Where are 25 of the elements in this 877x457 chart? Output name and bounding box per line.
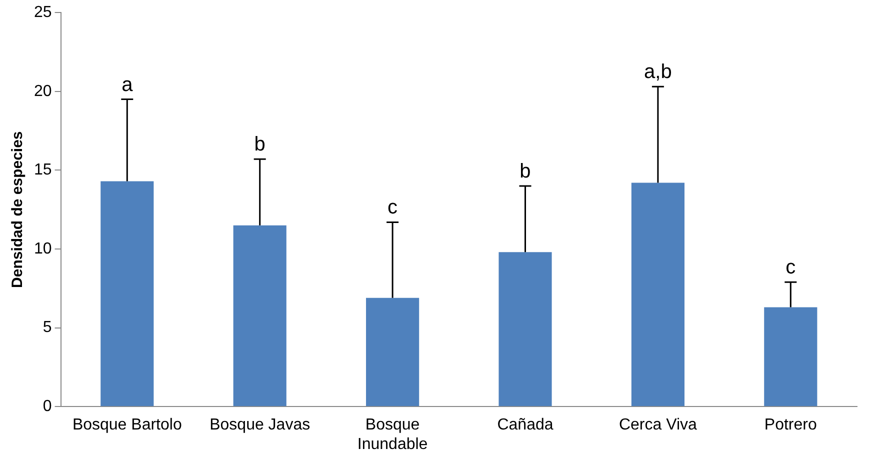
y-tick-label: 0 (42, 398, 52, 416)
y-tick-label: 25 (34, 4, 52, 22)
y-tick-label: 5 (42, 319, 52, 336)
annotation: c (388, 196, 398, 219)
y-tick-label: 15 (34, 162, 52, 179)
annotation: a (122, 74, 134, 96)
annotation: a,b (644, 61, 672, 84)
x-tick-label: Bosque Javas (210, 416, 310, 434)
bar (631, 182, 684, 406)
bar (233, 225, 286, 406)
x-tick-label: Potrero (764, 416, 817, 434)
annotation: b (520, 160, 531, 182)
annotation: b (254, 134, 266, 156)
bar (366, 298, 420, 406)
bar (764, 307, 818, 406)
x-tick-label: Bosque Inundable (357, 416, 428, 453)
annotation: c (786, 256, 796, 279)
x-tick-label: Bosque Bartolo (72, 416, 182, 434)
y-tick-label: 20 (34, 82, 52, 100)
y-axis-title: Densidad de especies (9, 131, 26, 288)
x-tick-label: Cerca Viva (618, 416, 698, 434)
bar (498, 252, 552, 406)
y-tick-label: 10 (34, 240, 52, 258)
bar (100, 181, 154, 406)
x-tick-label: Cañada (497, 416, 554, 434)
